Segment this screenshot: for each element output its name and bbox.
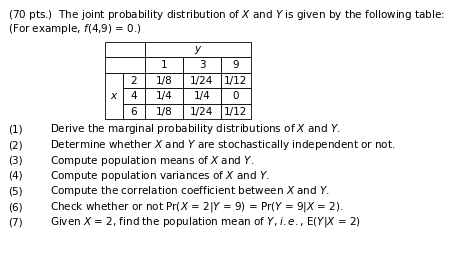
Bar [123, 88, 145, 104]
Bar [221, 88, 251, 104]
Bar [145, 73, 183, 88]
Bar [221, 104, 251, 120]
Text: 1/12: 1/12 [224, 76, 248, 86]
Bar [145, 88, 183, 104]
Text: Derive the marginal probability distributions of $X$ and $Y$.: Derive the marginal probability distribu… [50, 122, 341, 136]
Text: Determine whether $X$ and $Y$ are stochastically independent or not.: Determine whether $X$ and $Y$ are stocha… [50, 138, 396, 152]
Bar [145, 104, 183, 120]
Text: (4): (4) [8, 171, 23, 181]
Text: 1/24: 1/24 [191, 76, 214, 86]
Bar [105, 58, 145, 73]
Bar [123, 73, 145, 88]
Bar [183, 88, 221, 104]
Text: Compute the correlation coefficient between $X$ and $Y$.: Compute the correlation coefficient betw… [50, 185, 330, 199]
Text: (1): (1) [8, 125, 23, 134]
Text: Compute population means of $X$ and $Y$.: Compute population means of $X$ and $Y$. [50, 153, 255, 167]
Text: Given $X$ = 2, find the population mean of $Y$, $i.e.$, E($Y$|$X$ = 2): Given $X$ = 2, find the population mean … [50, 215, 361, 229]
Bar [183, 58, 221, 73]
Text: $x$: $x$ [110, 91, 118, 101]
Bar [123, 104, 145, 120]
Text: Compute population variances of $X$ and $Y$.: Compute population variances of $X$ and … [50, 169, 270, 183]
Bar [221, 73, 251, 88]
Text: (7): (7) [8, 218, 23, 228]
Text: 1/4: 1/4 [155, 91, 173, 101]
Text: (70 pts.)  The joint probability distribution of $X$ and $Y$ is given by the fol: (70 pts.) The joint probability distribu… [8, 8, 445, 22]
Text: 1/4: 1/4 [193, 91, 210, 101]
Text: (3): (3) [8, 155, 23, 166]
Bar [221, 58, 251, 73]
Text: 0: 0 [233, 91, 239, 101]
Text: 3: 3 [199, 60, 205, 70]
Text: (5): (5) [8, 186, 23, 196]
Text: 2: 2 [131, 76, 137, 86]
Text: 6: 6 [131, 107, 137, 117]
Bar [145, 58, 183, 73]
Text: 1/12: 1/12 [224, 107, 248, 117]
Text: 4: 4 [131, 91, 137, 101]
Text: $y$: $y$ [194, 44, 202, 56]
Text: 1/8: 1/8 [155, 107, 173, 117]
Bar [183, 73, 221, 88]
Text: 1/8: 1/8 [155, 76, 173, 86]
Text: (2): (2) [8, 140, 23, 150]
Bar [105, 73, 123, 120]
Text: 9: 9 [233, 60, 239, 70]
Text: 1: 1 [161, 60, 167, 70]
Bar [145, 42, 251, 58]
Text: Check whether or not Pr($X$ = 2|$Y$ = 9) = Pr($Y$ = 9|$X$ = 2).: Check whether or not Pr($X$ = 2|$Y$ = 9)… [50, 200, 344, 214]
Bar [105, 42, 145, 58]
Text: (For example, $f$(4,9) = 0.): (For example, $f$(4,9) = 0.) [8, 22, 142, 36]
Bar [183, 104, 221, 120]
Text: (6): (6) [8, 202, 23, 212]
Text: 1/24: 1/24 [191, 107, 214, 117]
